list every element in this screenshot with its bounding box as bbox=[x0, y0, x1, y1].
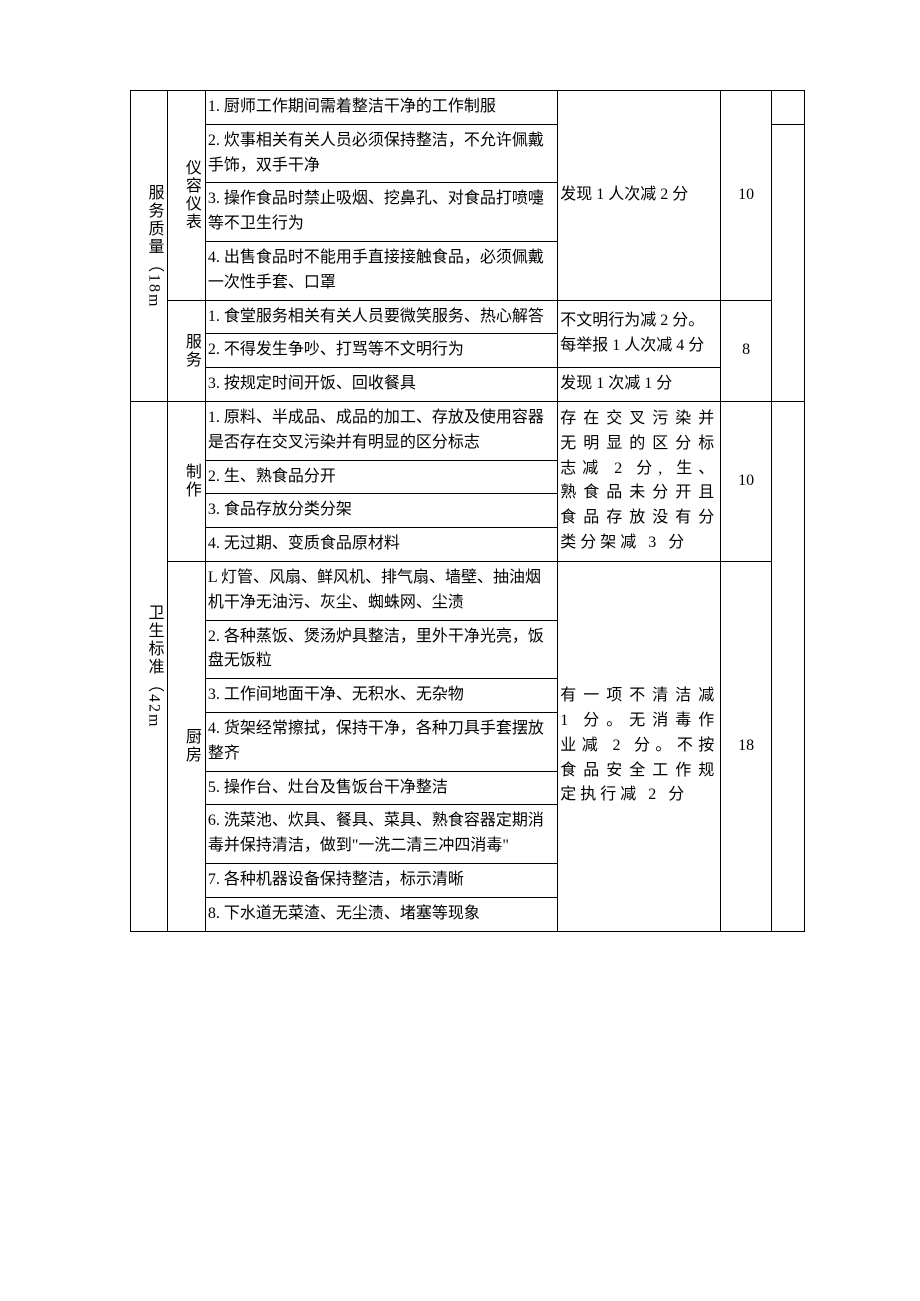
req-kitchen-3: 3. 工作间地面干净、无积水、无杂物 bbox=[205, 679, 557, 713]
req-production-3: 3. 食品存放分类分架 bbox=[205, 494, 557, 528]
deduction-appearance: 发现 1 人次减 2 分 bbox=[558, 91, 721, 301]
score-service: 8 bbox=[721, 300, 772, 401]
req-appearance-2: 2. 炊事相关有关人员必须保持整洁，不允许佩戴手饰，双手干净 bbox=[205, 124, 557, 183]
subcategory-service: 服务 bbox=[168, 300, 205, 401]
req-kitchen-5: 5. 操作台、灶台及售饭台干净整洁 bbox=[205, 771, 557, 805]
category-service-quality: 服务质量（18m bbox=[131, 91, 168, 402]
req-kitchen-8: 8. 下水道无菜渣、无尘渍、堵塞等现象 bbox=[205, 897, 557, 931]
req-kitchen-6: 6. 洗菜池、炊具、餐具、菜具、熟食容器定期消毒并保持清洁，做到"一洗二清三冲四… bbox=[205, 805, 557, 864]
req-kitchen-4: 4. 货架经常擦拭，保持干净，各种刀具手套摆放整齐 bbox=[205, 712, 557, 771]
page: 服务质量（18m 仪容仪表 1. 厨师工作期间需着整洁干净的工作制服 发现 1 … bbox=[0, 0, 920, 972]
evaluation-table: 服务质量（18m 仪容仪表 1. 厨师工作期间需着整洁干净的工作制服 发现 1 … bbox=[130, 90, 805, 932]
extra-hygiene bbox=[771, 401, 804, 931]
req-service-3: 3. 按规定时间开饭、回收餐具 bbox=[205, 368, 557, 402]
score-appearance: 10 bbox=[721, 91, 772, 301]
extra-appearance-1 bbox=[771, 91, 804, 125]
subcategory-production: 制作 bbox=[168, 401, 205, 561]
req-production-1: 1. 原料、半成品、成品的加工、存放及使用容器是否存在交叉污染并有明显的区分标志 bbox=[205, 401, 557, 460]
deduction-kitchen: 有一项不清洁减 1 分。无消毒作业减 2 分。不按食品安全工作规定执行减 2 分 bbox=[558, 561, 721, 931]
score-production: 10 bbox=[721, 401, 772, 561]
req-appearance-3: 3. 操作食品时禁止吸烟、挖鼻孔、对食品打喷嚏等不卫生行为 bbox=[205, 183, 557, 242]
req-production-4: 4. 无过期、变质食品原材料 bbox=[205, 528, 557, 562]
req-service-1: 1. 食堂服务相关有关人员要微笑服务、热心解答 bbox=[205, 300, 557, 334]
subcategory-kitchen: 厨房 bbox=[168, 561, 205, 931]
category-hygiene-standard: 卫生标准（42m bbox=[131, 401, 168, 931]
req-production-2: 2. 生、熟食品分开 bbox=[205, 460, 557, 494]
extra-service-quality bbox=[771, 124, 804, 401]
req-appearance-4: 4. 出售食品时不能用手直接接触食品，必须佩戴一次性手套、口罩 bbox=[205, 241, 557, 300]
subcategory-appearance: 仪容仪表 bbox=[168, 91, 205, 301]
deduction-production: 存在交叉污染并无明显的区分标志减 2 分, 生、熟食品未分开且食品存放没有分类分… bbox=[558, 401, 721, 561]
req-appearance-1: 1. 厨师工作期间需着整洁干净的工作制服 bbox=[205, 91, 557, 125]
req-kitchen-7: 7. 各种机器设备保持整洁，标示清晰 bbox=[205, 863, 557, 897]
score-kitchen: 18 bbox=[721, 561, 772, 931]
deduction-service-b: 发现 1 次减 1 分 bbox=[558, 368, 721, 402]
req-service-2: 2. 不得发生争吵、打骂等不文明行为 bbox=[205, 334, 557, 368]
req-kitchen-2: 2. 各种蒸饭、煲汤炉具整洁，里外干净光亮，饭盘无饭粒 bbox=[205, 620, 557, 679]
req-kitchen-1: L 灯管、风扇、鲜风机、排气扇、墙壁、抽油烟机干净无油污、灰尘、蜘蛛网、尘渍 bbox=[205, 561, 557, 620]
deduction-service-a: 不文明行为减 2 分。每举报 1 人次减 4 分 bbox=[558, 300, 721, 368]
